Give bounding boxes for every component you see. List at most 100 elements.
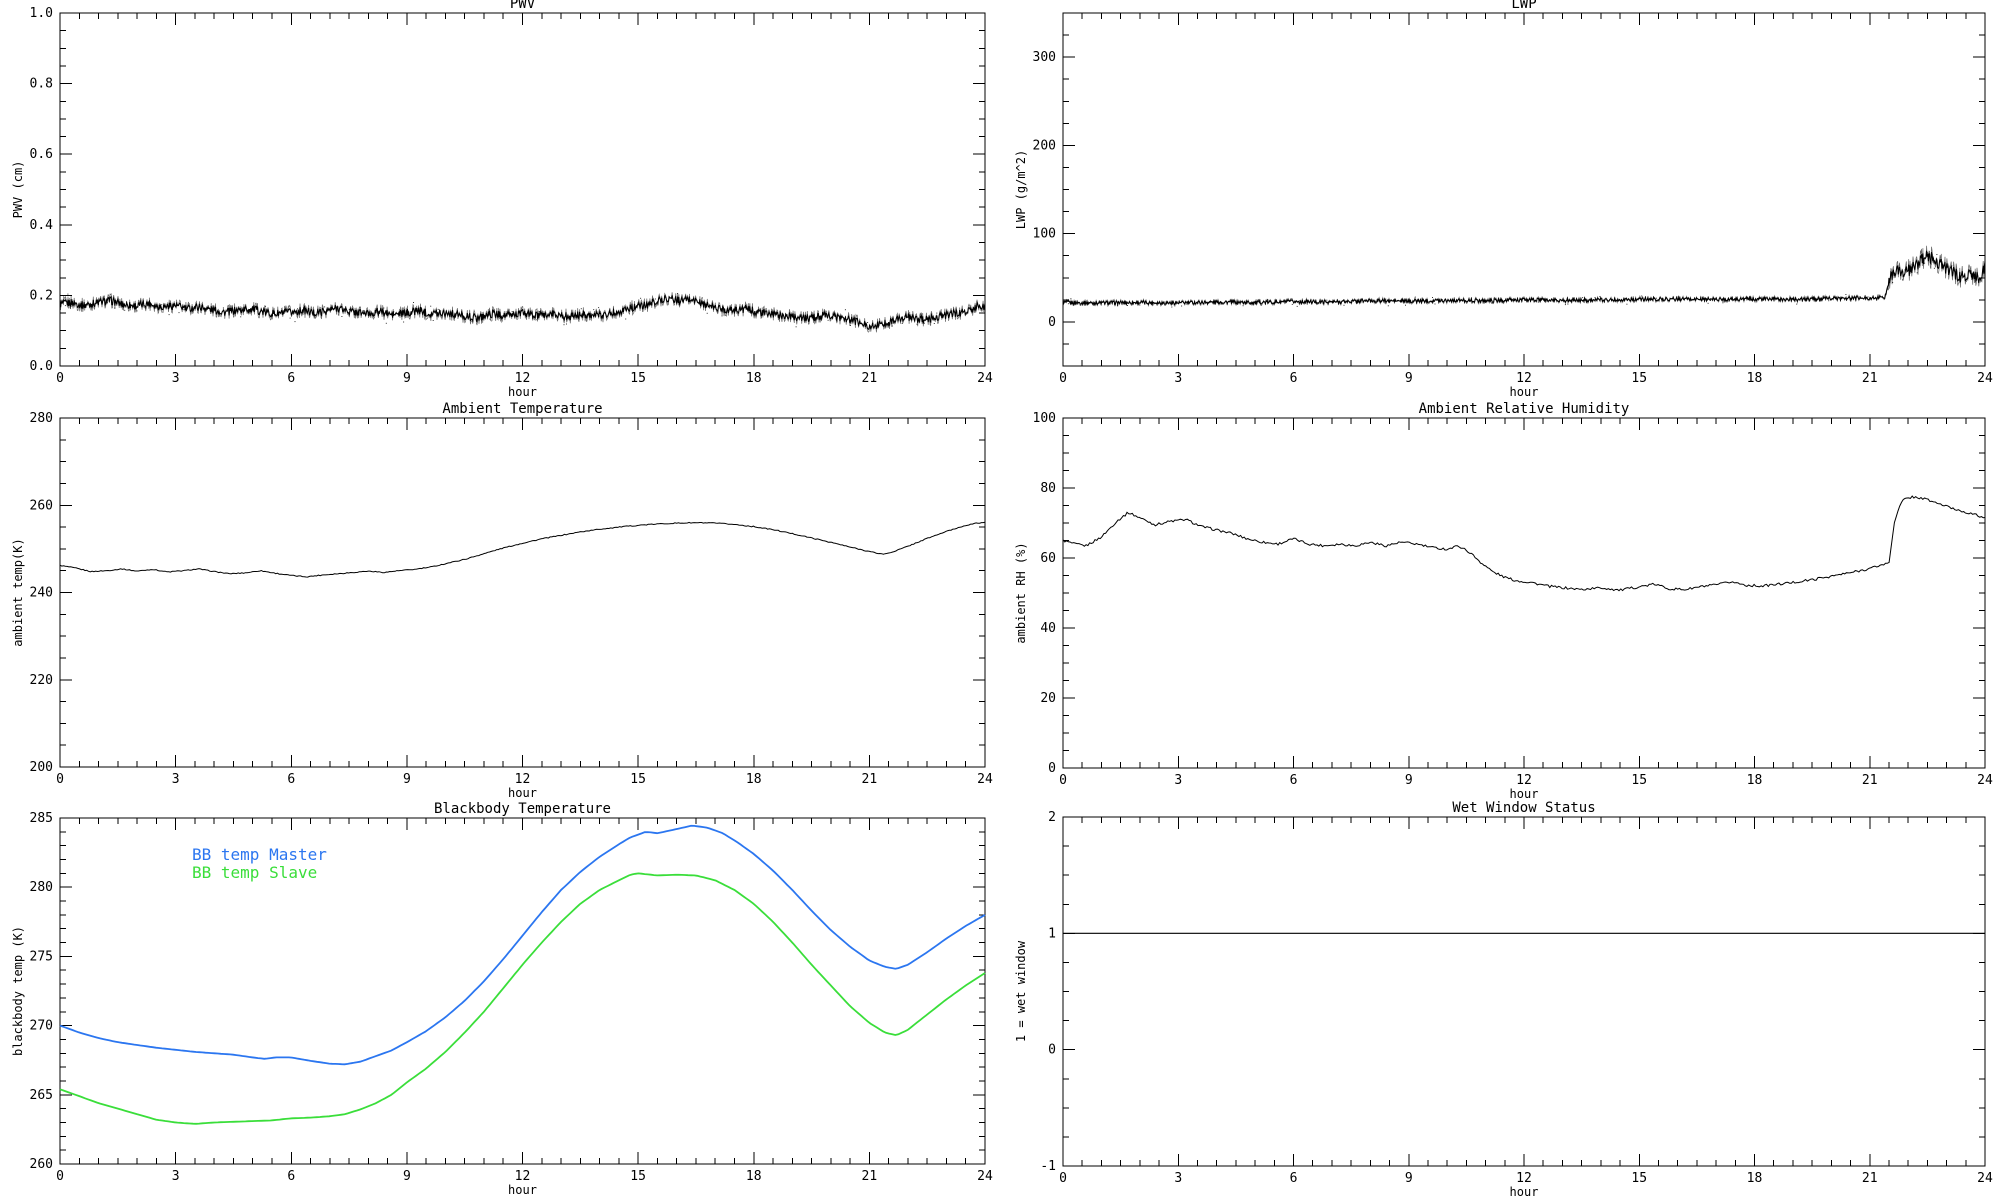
x-tick-label: 3 [1174, 773, 1182, 788]
y-tick-label: 1 [1048, 926, 1056, 941]
axes [1062, 12, 1986, 367]
x-tick-label: 15 [1631, 371, 1647, 386]
y-tick-label: 220 [30, 673, 53, 688]
y-axis-label: LWP (g/m^2) [1014, 150, 1028, 229]
x-tick-label: 18 [746, 371, 762, 386]
axes [1062, 417, 1986, 769]
chart-ambient-relative-humidity: 0 3 6 9 12 15 18 21 24 0 20 40 60 80 100 Ambient Relati… [1000, 400, 2000, 800]
x-tick-label: 18 [1747, 1171, 1763, 1186]
x-tick-label: 21 [862, 371, 878, 386]
x-axis-label: hour [1510, 787, 1539, 800]
y-tick-label: 60 [1040, 551, 1056, 566]
y-tick-label: 0 [1048, 761, 1056, 776]
y-tick-label: 1.0 [30, 6, 53, 21]
y-tick-label: 0.6 [30, 147, 53, 162]
x-axis-label: hour [1510, 385, 1539, 399]
x-tick-label: 18 [1747, 371, 1763, 386]
y-tick-label: 2 [1048, 810, 1056, 825]
x-tick-label: 24 [1977, 371, 1993, 386]
x-tick-label: 9 [1405, 773, 1413, 788]
y-tick-label: 0.4 [30, 218, 54, 233]
chart-title: LWP [1511, 0, 1536, 12]
x-tick-label: 15 [1631, 773, 1647, 788]
x-tick-label: 24 [1977, 773, 1993, 788]
y-tick-label: 275 [30, 949, 53, 964]
axes [1062, 816, 1986, 1167]
y-tick-label: 270 [30, 1019, 53, 1034]
y-tick-label: 100 [1033, 227, 1056, 242]
y-tick-label: 300 [1033, 50, 1056, 65]
x-tick-label: 24 [977, 772, 993, 787]
x-tick-label: 12 [515, 1169, 531, 1184]
x-tick-label: 15 [1631, 1171, 1647, 1186]
chart-wet-window-status: 0 3 6 9 12 15 18 21 24 -1 0 1 2 Wet Window Status hour… [1000, 800, 2000, 1200]
x-tick-label: 9 [403, 772, 411, 787]
axes [59, 817, 986, 1165]
x-tick-label: 24 [977, 371, 993, 386]
series-ambient-rh [1062, 495, 1986, 592]
series-speckle [59, 292, 986, 333]
x-tick-label: 9 [1405, 371, 1413, 386]
chart-blackbody-temperature: 0 3 6 9 12 15 18 21 24 260 265 270 275 280 285 Blackbod… [0, 800, 1000, 1200]
x-tick-label: 21 [862, 772, 878, 787]
x-tick-label: 18 [746, 1169, 762, 1184]
x-axis-label: hour [508, 1183, 537, 1197]
series-scatter-dots [64, 293, 965, 329]
x-tick-label: 6 [287, 1169, 295, 1184]
x-tick-label: 6 [1290, 1171, 1298, 1186]
x-tick-label: 12 [515, 772, 531, 787]
x-tick-label: 0 [1059, 371, 1067, 386]
y-axis-label: PWV (cm) [11, 161, 25, 219]
chart-title: Ambient Temperature [442, 401, 602, 417]
y-tick-label: 280 [30, 411, 53, 426]
y-tick-label: 285 [30, 811, 53, 826]
y-axis-label: blackbody temp (K) [11, 926, 25, 1056]
x-tick-label: 6 [287, 772, 295, 787]
chart-canvas-lwp: 0 3 6 9 12 15 18 21 24 0 100 200 300 LWP hour LWP (g/m^… [1014, 0, 1993, 399]
y-tick-label: 265 [30, 1088, 53, 1103]
x-tick-label: 18 [746, 772, 762, 787]
x-tick-label: 12 [1516, 371, 1532, 386]
y-axis-label: ambient RH (%) [1014, 542, 1028, 643]
x-tick-label: 3 [1174, 371, 1182, 386]
y-tick-label: 260 [30, 1157, 53, 1172]
x-tick-label: 6 [1290, 773, 1298, 788]
y-tick-label: 0 [1048, 1043, 1056, 1058]
x-tick-label: 21 [1862, 371, 1878, 386]
x-tick-label: 21 [1862, 773, 1878, 788]
x-tick-label: 3 [172, 772, 180, 787]
y-tick-label: -1 [1040, 1159, 1056, 1174]
x-tick-label: 3 [172, 371, 180, 386]
x-tick-label: 15 [630, 1169, 646, 1184]
x-tick-label: 24 [977, 1169, 993, 1184]
x-tick-label: 21 [1862, 1171, 1878, 1186]
y-tick-label: 0 [1048, 315, 1056, 330]
x-axis-label: hour [508, 385, 537, 399]
chart-lwp: 0 3 6 9 12 15 18 21 24 0 100 200 300 LWP hour LWP (g/m^… [1000, 0, 2000, 400]
legend-entry-bb-temp-master: BB temp Master [192, 845, 327, 864]
x-axis-label: hour [508, 786, 537, 800]
chart-title: Wet Window Status [1452, 800, 1595, 816]
axes [59, 417, 986, 768]
x-tick-label: 6 [287, 371, 295, 386]
y-tick-label: 200 [30, 760, 53, 775]
series-speckle [1062, 245, 1986, 308]
x-tick-label: 12 [1516, 773, 1532, 788]
chart-canvas-pwv: 0 3 6 9 12 15 18 21 24 0.0 0.2 0.4 0.6 0.8 1.0 PWV hour P… [11, 0, 993, 399]
y-tick-label: 80 [1040, 481, 1056, 496]
y-axis-label: 1 = wet window [1014, 940, 1028, 1042]
x-tick-label: 0 [56, 1169, 64, 1184]
x-tick-label: 15 [630, 772, 646, 787]
x-tick-label: 12 [1516, 1171, 1532, 1186]
y-tick-label: 200 [1033, 138, 1056, 153]
chart-canvas-blackbody-temperature: 0 3 6 9 12 15 18 21 24 260 265 270 275 280 285 Blackbod… [11, 801, 993, 1197]
x-tick-label: 15 [630, 371, 646, 386]
x-tick-label: 6 [1290, 371, 1298, 386]
chart-pwv: 0 3 6 9 12 15 18 21 24 0.0 0.2 0.4 0.6 0.8 1.0 PWV hour P… [0, 0, 1000, 400]
y-tick-label: 0.0 [30, 359, 53, 374]
x-tick-label: 9 [1405, 1171, 1413, 1186]
x-tick-label: 9 [403, 371, 411, 386]
x-tick-label: 0 [1059, 773, 1067, 788]
chart-canvas-ambient-relative-humidity: 0 3 6 9 12 15 18 21 24 0 20 40 60 80 100 Ambient Relati… [1014, 401, 1993, 800]
chart-canvas-ambient-temperature: 0 3 6 9 12 15 18 21 24 200 220 240 260 280 Ambient Tem… [11, 401, 993, 800]
